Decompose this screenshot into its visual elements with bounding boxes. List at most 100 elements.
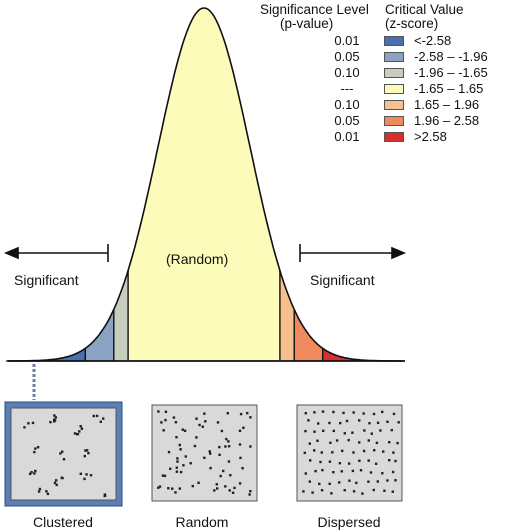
point [179,448,182,451]
point [303,451,306,455]
region-dividers [84,270,324,361]
dispersed-panel [296,404,403,502]
point [224,445,227,448]
random-center-label: (Random) [166,251,229,267]
clustered-points [23,414,107,498]
point [249,490,252,493]
point [248,493,251,496]
point [370,432,373,435]
point [78,430,81,433]
point [181,428,184,431]
point [233,486,236,490]
point [228,489,231,492]
point [160,421,163,424]
point [76,432,80,436]
point [73,432,77,435]
point [174,491,177,494]
point [220,429,224,433]
point [341,449,344,453]
point [304,429,307,433]
legend-p-value: 0.05 [334,113,360,128]
z-score-header-line2: (z-score) [385,16,439,31]
point [176,457,179,460]
point [208,450,211,453]
point [328,421,331,425]
point [79,425,82,428]
point [198,423,201,427]
point [193,444,197,448]
point [351,469,355,473]
point [79,472,82,475]
legend-z-score: >2.58 [414,129,447,144]
point [352,411,355,414]
point [227,445,231,448]
point [87,451,90,455]
legend-swatch [384,68,404,78]
point [80,427,84,430]
point [239,412,243,416]
point [33,472,36,475]
point [164,410,168,413]
point [307,419,310,422]
point [175,466,178,469]
point [33,450,36,454]
point [209,452,212,455]
point [321,468,324,472]
point [332,471,335,474]
point [103,494,106,498]
p-value-header-line1: Significance Level [260,2,369,17]
legend-swatch [384,132,404,142]
point [311,491,314,494]
point [368,422,371,425]
point [49,420,52,424]
significant-left-label: Significant [14,272,79,288]
point [175,436,178,439]
legend-p-value: --- [340,81,354,96]
point [89,474,93,477]
point [182,464,185,467]
point [313,449,316,452]
point [62,458,66,461]
point [382,450,385,453]
point [309,459,312,462]
point [161,474,165,477]
point [36,446,40,449]
point [162,429,165,432]
point [359,469,363,472]
point [178,487,181,490]
random-panel [151,404,258,502]
point [31,421,35,425]
point [179,470,183,474]
point [227,440,230,443]
point [390,428,393,432]
point [238,482,242,485]
point [176,460,179,463]
point [302,490,305,493]
point [224,485,227,488]
point [367,439,370,442]
point [363,429,366,432]
point [318,482,321,486]
point [238,443,242,446]
point [163,474,167,478]
point [304,412,307,415]
legend-swatch [384,52,404,62]
point [343,489,346,492]
point [332,410,335,414]
point [195,417,198,420]
point [367,480,370,483]
point [339,421,342,425]
point [60,476,63,479]
point [175,470,179,473]
point [330,492,333,495]
point [30,471,33,474]
point [392,451,395,454]
point [215,483,218,486]
point [338,481,341,484]
legend-swatch [384,84,404,94]
point [361,492,364,495]
point [391,490,394,493]
point [85,473,88,476]
point [373,449,376,452]
point [374,462,378,465]
